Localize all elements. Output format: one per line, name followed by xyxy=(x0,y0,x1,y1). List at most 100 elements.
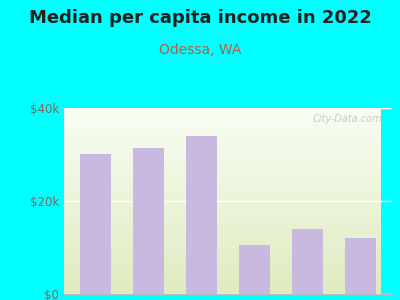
Bar xyxy=(64,127,382,128)
Bar xyxy=(64,160,382,162)
Bar xyxy=(64,192,382,194)
Bar xyxy=(64,134,382,136)
Bar xyxy=(64,190,382,192)
Bar xyxy=(64,166,382,167)
Bar xyxy=(64,275,382,277)
Bar xyxy=(64,167,382,169)
Bar xyxy=(64,242,382,244)
Bar xyxy=(64,227,382,229)
Bar xyxy=(64,175,382,177)
Bar xyxy=(64,288,382,290)
Bar xyxy=(64,119,382,121)
Bar xyxy=(64,179,382,181)
Bar xyxy=(64,264,382,266)
Bar xyxy=(64,197,382,199)
Bar xyxy=(64,188,382,190)
Bar xyxy=(64,136,382,138)
Bar xyxy=(64,195,382,197)
Bar xyxy=(64,143,382,145)
Bar xyxy=(64,238,382,240)
Bar xyxy=(64,218,382,220)
Bar xyxy=(64,236,382,238)
Bar xyxy=(64,149,382,151)
Bar xyxy=(64,138,382,140)
Bar xyxy=(64,151,382,153)
Bar xyxy=(64,112,382,114)
Bar xyxy=(64,229,382,231)
Bar xyxy=(64,272,382,274)
Text: City-Data.com: City-Data.com xyxy=(312,114,382,124)
Bar xyxy=(345,238,376,294)
Bar xyxy=(64,221,382,223)
Bar xyxy=(64,285,382,286)
Bar xyxy=(64,186,382,188)
Bar xyxy=(239,245,270,294)
Bar xyxy=(64,281,382,283)
Bar xyxy=(64,214,382,216)
Bar xyxy=(64,292,382,294)
Bar xyxy=(64,212,382,214)
Bar xyxy=(80,154,111,294)
Bar xyxy=(64,128,382,130)
Bar xyxy=(64,108,382,110)
Bar xyxy=(64,173,382,175)
Bar xyxy=(64,220,382,221)
Bar xyxy=(64,207,382,208)
Bar xyxy=(64,248,382,249)
Bar xyxy=(64,125,382,127)
Bar xyxy=(64,208,382,210)
Bar xyxy=(64,283,382,285)
Bar xyxy=(64,156,382,158)
Bar xyxy=(64,240,382,242)
Bar xyxy=(64,140,382,142)
Text: Odessa, WA: Odessa, WA xyxy=(159,44,241,58)
Bar xyxy=(64,203,382,205)
Bar xyxy=(64,259,382,260)
Bar xyxy=(64,210,382,212)
Bar xyxy=(64,270,382,272)
Bar xyxy=(64,232,382,235)
Bar xyxy=(64,121,382,123)
Bar xyxy=(64,130,382,132)
Bar xyxy=(64,223,382,225)
Bar xyxy=(64,169,382,171)
Bar xyxy=(64,142,382,143)
Bar xyxy=(64,262,382,264)
Bar xyxy=(64,268,382,270)
Bar xyxy=(64,205,382,207)
Bar xyxy=(64,114,382,116)
Bar xyxy=(64,277,382,279)
Bar xyxy=(64,253,382,255)
Bar xyxy=(64,251,382,253)
Text: Median per capita income in 2022: Median per capita income in 2022 xyxy=(28,9,372,27)
Bar xyxy=(64,279,382,281)
Bar xyxy=(64,116,382,117)
Bar xyxy=(64,147,382,149)
Bar xyxy=(64,158,382,160)
Bar xyxy=(64,145,382,147)
Bar xyxy=(64,216,382,218)
Bar xyxy=(64,182,382,184)
Bar xyxy=(64,162,382,164)
Bar xyxy=(64,266,382,268)
Bar xyxy=(64,290,382,292)
Bar xyxy=(64,235,382,236)
Bar xyxy=(64,257,382,259)
Bar xyxy=(64,153,382,154)
Bar xyxy=(133,148,164,294)
Bar xyxy=(64,117,382,119)
Bar xyxy=(64,255,382,257)
Bar xyxy=(64,184,382,186)
Bar xyxy=(64,154,382,156)
Bar xyxy=(64,110,382,112)
Bar xyxy=(64,249,382,251)
Bar xyxy=(64,123,382,125)
Bar xyxy=(64,164,382,166)
Bar xyxy=(64,199,382,201)
Bar xyxy=(186,136,217,294)
Bar xyxy=(64,246,382,248)
Bar xyxy=(64,231,382,233)
Bar xyxy=(64,177,382,179)
Bar xyxy=(64,286,382,288)
Bar xyxy=(292,229,323,294)
